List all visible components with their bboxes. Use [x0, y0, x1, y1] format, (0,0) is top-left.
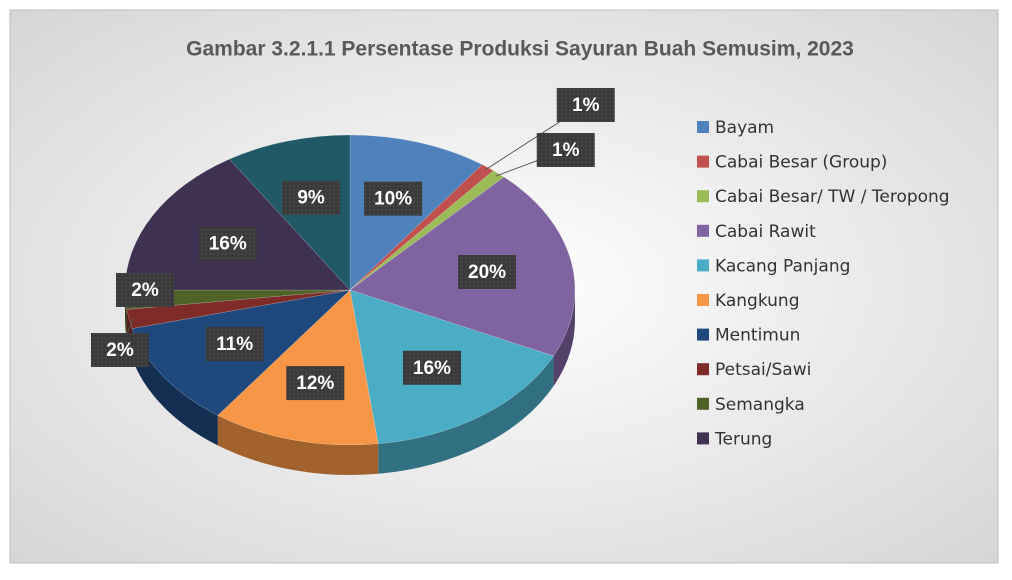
slice-side	[378, 355, 554, 474]
slice-side	[553, 290, 575, 386]
label-box	[402, 350, 461, 385]
data-label: 12%	[296, 373, 334, 394]
slice	[126, 289, 351, 329]
label-box	[116, 273, 174, 307]
slice	[349, 170, 505, 291]
legend-swatch	[697, 397, 709, 410]
label-box	[91, 333, 149, 367]
legend-label: Petsai/Sawi	[715, 360, 811, 380]
slice-side	[217, 415, 379, 476]
legend-swatch	[697, 190, 709, 203]
legend-swatch	[697, 432, 709, 445]
label-box	[364, 181, 423, 216]
legend-label: Bayam	[715, 118, 774, 138]
legend-label: Cabai Besar/ TW / Teropong	[715, 187, 950, 207]
legend-label: Terung	[714, 429, 772, 449]
legend-label: Semangka	[715, 395, 805, 415]
label-box	[458, 254, 517, 289]
legend-swatch	[697, 259, 709, 272]
label-box	[282, 180, 341, 215]
slice-side	[132, 328, 218, 446]
legend-label: Cabai Rawit	[715, 222, 816, 242]
label-box	[536, 133, 595, 167]
legend-swatch	[697, 224, 709, 237]
data-label: 20%	[468, 262, 506, 283]
legend-swatch	[697, 294, 709, 306]
legend-swatch	[697, 328, 709, 341]
label-box	[205, 327, 264, 362]
data-label: 2%	[106, 340, 134, 361]
data-label: 9%	[297, 188, 325, 209]
data-label: 11%	[216, 334, 253, 355]
legend-label: Kangkung	[715, 291, 800, 311]
legend-swatch	[697, 121, 709, 133]
data-label: 10%	[374, 189, 412, 210]
legend-swatch	[697, 363, 709, 376]
chart-title: Gambar 3.2.1.1 Persentase Produksi Sayur…	[186, 38, 854, 61]
data-label: 16%	[413, 358, 451, 379]
slice	[349, 164, 494, 291]
legend-swatch	[697, 155, 709, 168]
data-label: 16%	[209, 234, 247, 255]
label-box	[286, 366, 345, 401]
legend-label: Kacang Panjang	[715, 256, 850, 276]
legend-label: Cabai Besar (Group)	[715, 153, 887, 173]
legend-label: Mentimun	[715, 326, 800, 346]
data-label: 1%	[552, 140, 580, 161]
label-box	[198, 226, 257, 261]
label-box	[556, 88, 615, 122]
data-label: 2%	[131, 280, 159, 301]
data-label: 1%	[572, 95, 600, 116]
